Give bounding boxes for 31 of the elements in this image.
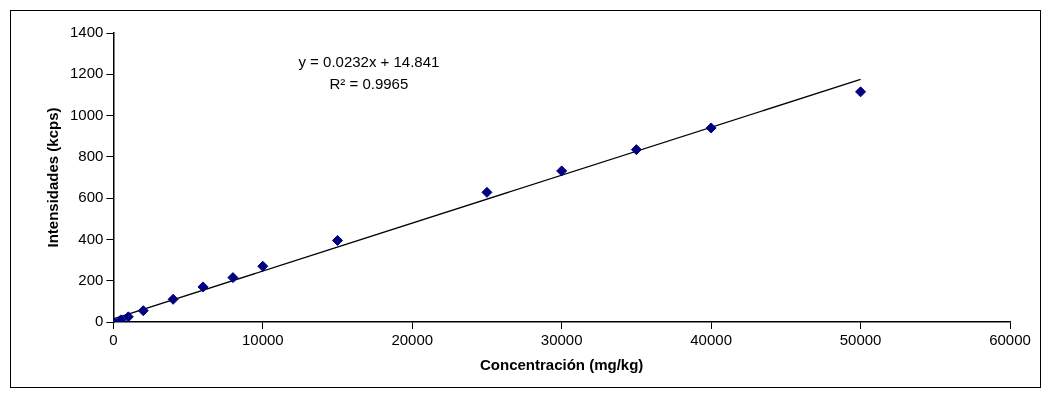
y-axis-title: Intensidades (kcps) [44,107,62,248]
y-tick-label: 1200 [69,64,104,82]
point [630,144,642,156]
y-tick-label: 600 [78,188,104,206]
point [332,234,344,246]
point [167,293,179,305]
annotation: R² = 0.9965 [329,75,409,93]
x-tick-label: 20000 [391,331,434,349]
y-tick-label: 1000 [69,105,104,123]
x-tick-label: 40000 [690,331,732,349]
point [705,122,717,134]
x-tick-label: 60000 [989,331,1031,349]
point [137,305,149,317]
point [257,260,269,272]
x-tick-label: 10000 [241,331,284,349]
point [481,186,493,198]
point [556,165,568,177]
y-tick-label: 1400 [69,23,104,41]
point [227,272,239,284]
point [122,311,134,322]
y-tick-label: 200 [78,270,104,288]
x-tick-label: 0 [109,331,118,349]
y-tick-label: 400 [78,229,104,247]
y-tick-label: 800 [78,147,104,164]
x-axis-title: Concentración (mg/kg) [480,356,644,374]
point [855,86,867,98]
point [197,281,209,293]
x-tick-label: 50000 [839,331,882,349]
y-tick-label: 0 [95,312,104,330]
x-tick-label: 30000 [540,331,583,349]
annotation: y = 0.0232x + 14.841 [298,53,440,71]
